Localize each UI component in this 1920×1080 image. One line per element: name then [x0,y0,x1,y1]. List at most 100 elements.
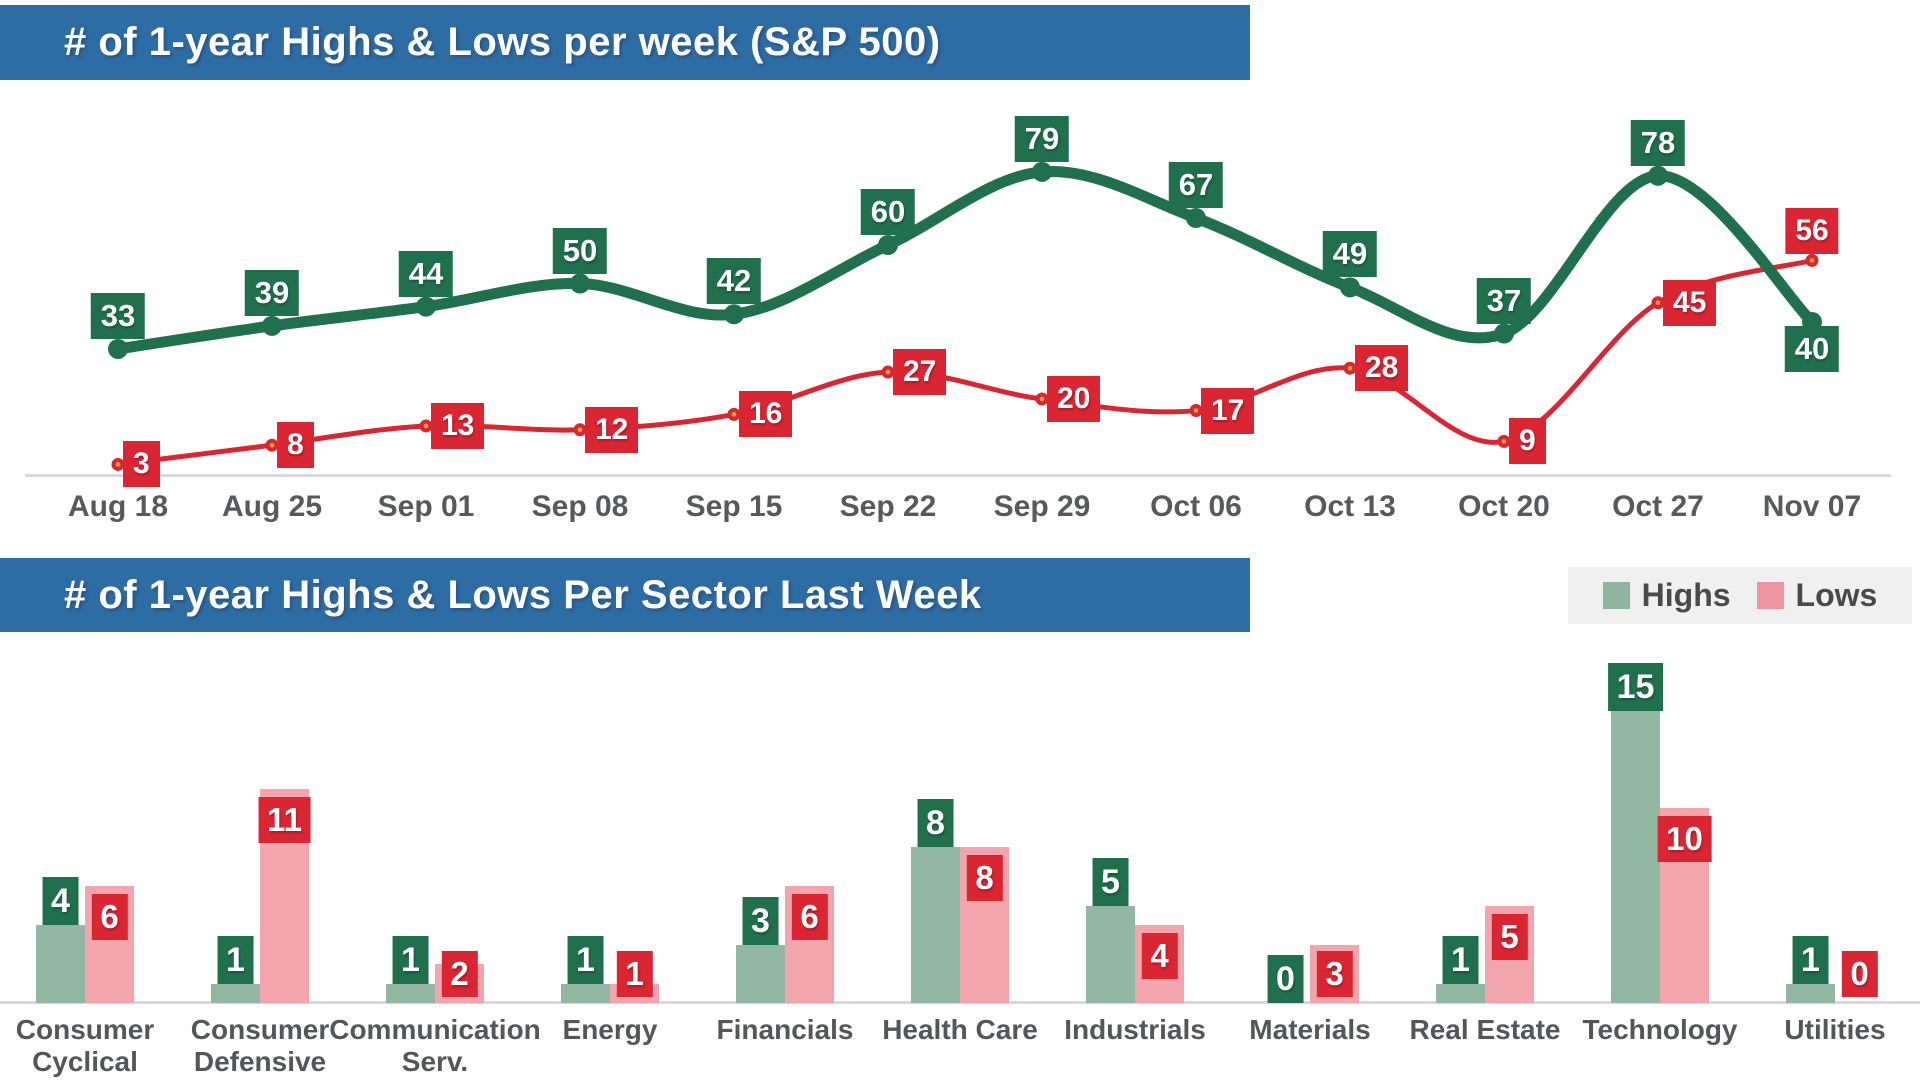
highs-bar [386,983,435,1003]
sector-label: Technology [1550,1014,1770,1046]
lows-point-center-dot [115,462,121,467]
sector-label: Financials [675,1014,895,1046]
x-tick-label: Sep 22 [839,490,937,523]
x-tick-label: Aug 18 [67,490,169,523]
lows-value-label: 4 [1141,933,1178,979]
sector-label-line: Communication [329,1014,541,1045]
lows-value-label: 17 [1201,387,1255,434]
lows-value-label: 2 [441,951,478,997]
lows-point-center-dot [731,412,737,417]
highs-value-label: 33 [90,292,146,339]
sector-label-line: Technology [1582,1014,1738,1045]
highs-bar [1086,905,1135,1003]
lows-value-label: 5 [1491,913,1528,960]
x-tick-label: Sep 01 [377,490,475,523]
lows-value-label: 28 [1355,345,1409,392]
sector-label-line: Consumer [15,1014,155,1045]
highs-value-label: 39 [244,269,300,316]
lows-value-label: 8 [277,422,314,469]
lows-point-center-dot [1501,439,1507,444]
highs-point-marker [1186,208,1206,229]
lows-value-label: 3 [1316,951,1353,997]
highs-point-marker [570,273,590,294]
lows-point-center-dot [1809,258,1815,263]
highs-bar [211,983,260,1003]
x-tick-label: Oct 27 [1612,490,1704,523]
highs-value-label: 1 [1792,935,1829,984]
highs-value-label: 3 [742,896,779,945]
lows-legend-swatch-icon [1756,582,1784,609]
highs-value-label: 1 [567,935,604,984]
chart1-header: # of 1-year Highs & Lows per week (S&P 5… [0,5,1250,80]
highs-bar [1611,710,1660,1003]
highs-bar [1786,983,1835,1003]
sector-label: Materials [1200,1014,1420,1046]
x-tick-label: Oct 20 [1458,490,1550,523]
sector-label-line: Defensive [193,1046,327,1077]
lows-value-label: 12 [585,406,639,453]
weekly-highs-lows-chart: # of 1-year Highs & Lows per week (S&P 5… [0,5,1891,523]
lows-value-label: 13 [431,402,485,449]
x-tick-label: Aug 25 [221,490,323,523]
highs-point-marker [1494,323,1514,344]
sector-label: Health Care [850,1014,1070,1046]
highs-value-label: 1 [1442,935,1479,984]
chart2-header: # of 1-year Highs & Lows Per Sector Last… [0,558,1250,632]
lows-value-label: 27 [893,349,947,396]
sector-label-line: Real Estate [1409,1014,1561,1045]
lows-value-label: 45 [1663,279,1717,326]
highs-value-label: 15 [1607,662,1664,711]
highs-bar [911,847,960,1003]
sector-label-line: Serv. [401,1046,469,1077]
sector-label: Consumer Cyclical [0,1014,195,1078]
highs-value-label: 44 [398,250,454,297]
lows-point-center-dot [1347,365,1353,371]
highs-point-marker [878,235,898,255]
sector-label: Industrials [1025,1014,1245,1046]
x-tick-label: Sep 29 [993,490,1091,523]
highs-value-label: 1 [392,935,429,984]
lows-point-center-dot [269,442,275,448]
x-tick-label: Nov 07 [1762,490,1862,523]
sector-label: Consumer Defensive [150,1014,370,1078]
lows-value-label: 0 [1841,951,1878,997]
highs-value-label: 78 [1630,119,1686,166]
highs-legend-swatch-icon [1602,582,1630,609]
lows-point-center-dot [885,369,891,375]
highs-point-marker [262,315,282,336]
lows-value-label: 56 [1785,208,1839,255]
lows-point-center-dot [577,427,583,433]
lows-point-center-dot [1039,396,1045,402]
highs-value-label: 4 [42,877,79,925]
lows-value-label: 11 [258,796,311,843]
x-tick-label: Sep 15 [685,490,783,523]
lows-value-label: 6 [91,894,128,940]
x-tick-label: Oct 13 [1304,490,1396,523]
highs-point-marker [1648,165,1668,186]
highs-point-marker [416,296,436,317]
highs-line [112,165,1818,355]
lows-value-label: 20 [1047,376,1101,422]
lows-value-label: 3 [123,441,160,488]
lows-value-label: 10 [1657,816,1712,862]
highs-bar [561,983,610,1003]
highs-value-label: 79 [1014,115,1070,162]
highs-value-label: 5 [1092,857,1129,906]
highs-value-label: 60 [860,189,916,235]
lows-point-center-dot [423,423,429,429]
highs-value-label: 42 [706,258,762,305]
x-tick-label: Sep 08 [531,490,629,523]
sector-label: Utilities [1725,1014,1920,1046]
highs-value-label: 49 [1322,231,1378,278]
highs-point-marker [1340,277,1360,298]
highs-bar [1436,983,1485,1003]
sector-label-line: Cyclical [32,1046,138,1077]
lows-point-center-dot [1193,408,1199,413]
lows-point-center-dot [1655,300,1661,306]
highs-value-label: 8 [917,799,954,847]
lows-value-label: 6 [791,894,828,940]
highs-value-label: 40 [1784,326,1840,372]
highs-point-marker [1032,161,1052,182]
highs-legend-label: Highs [1641,577,1731,613]
